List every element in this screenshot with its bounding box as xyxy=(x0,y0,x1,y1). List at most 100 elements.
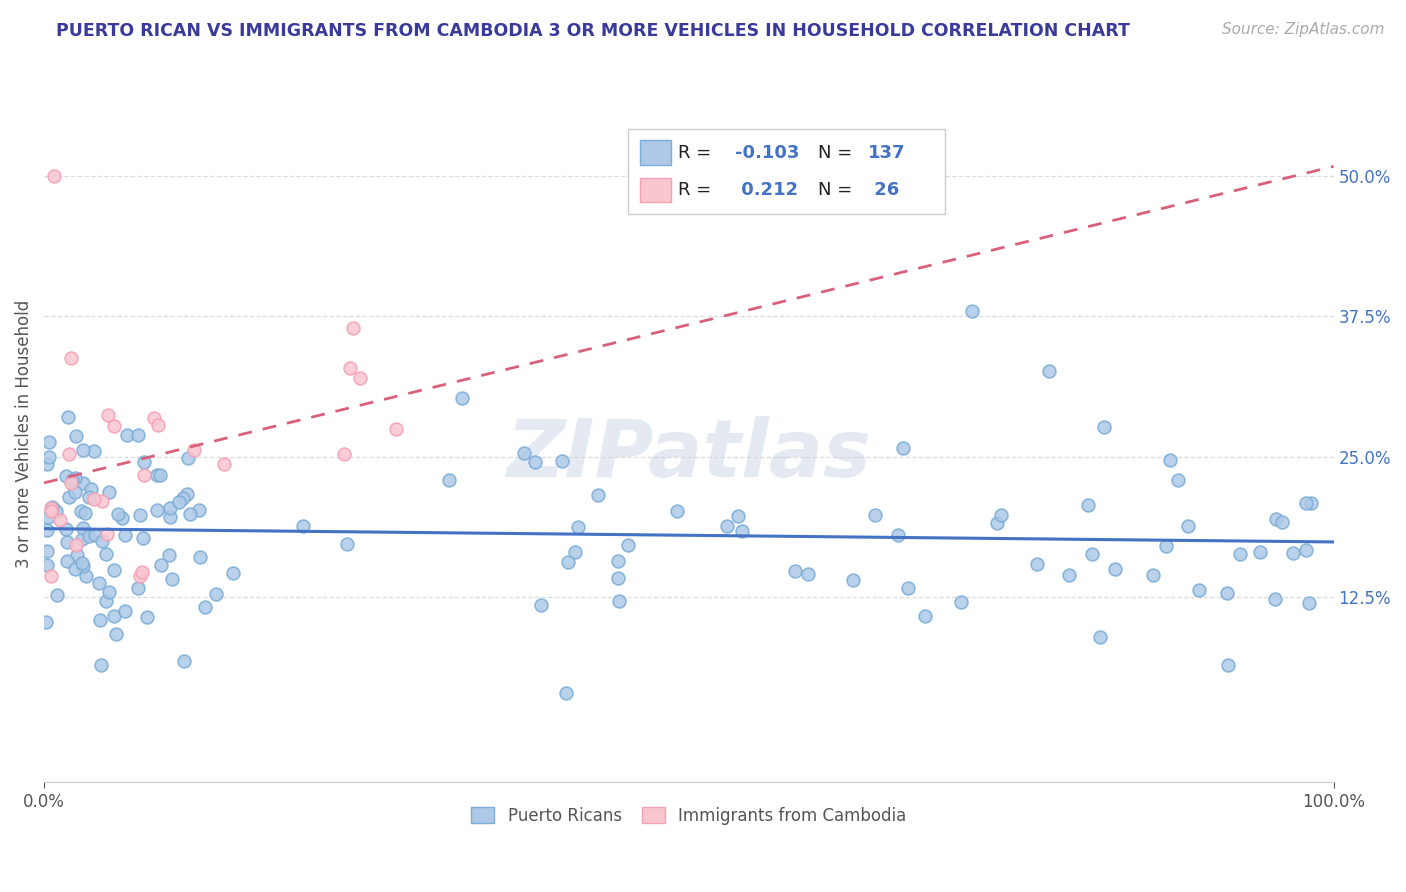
Point xyxy=(176,487,198,501)
Point xyxy=(1216,586,1239,600)
Point xyxy=(94,547,117,561)
Point xyxy=(49,513,72,527)
Point xyxy=(35,523,58,537)
Point xyxy=(1104,561,1126,575)
Point xyxy=(131,566,153,580)
Point xyxy=(188,550,211,565)
Point xyxy=(588,488,610,502)
Text: R =: R = xyxy=(678,144,711,161)
Point xyxy=(103,563,125,577)
Point xyxy=(128,569,150,583)
Point xyxy=(105,627,128,641)
Point xyxy=(77,529,100,543)
Point xyxy=(617,537,640,551)
Point xyxy=(1159,453,1181,467)
Point xyxy=(1229,547,1251,561)
Point xyxy=(1026,557,1049,571)
Point xyxy=(222,566,245,580)
Point xyxy=(132,531,155,545)
Point xyxy=(72,476,94,491)
Point xyxy=(58,490,80,504)
Point xyxy=(63,471,86,485)
Point xyxy=(606,571,628,585)
Point xyxy=(83,492,105,507)
Point xyxy=(339,360,361,375)
Point xyxy=(887,527,910,541)
Point xyxy=(730,524,752,538)
Point xyxy=(797,567,820,582)
Point xyxy=(1282,546,1305,560)
Text: R =: R = xyxy=(678,181,711,199)
Point xyxy=(159,548,181,562)
Point xyxy=(187,503,209,517)
Point xyxy=(1090,630,1112,644)
Point xyxy=(1167,473,1189,487)
Point xyxy=(990,508,1012,522)
Point xyxy=(72,442,94,457)
Point xyxy=(110,510,132,524)
Point xyxy=(83,527,105,541)
Point xyxy=(159,500,181,515)
Point xyxy=(1249,545,1271,559)
Point xyxy=(96,593,118,607)
Point xyxy=(97,585,120,599)
Point xyxy=(385,422,408,436)
Point xyxy=(1264,592,1286,607)
Point xyxy=(114,604,136,618)
Point xyxy=(87,576,110,591)
Point xyxy=(44,169,66,183)
Text: -0.103: -0.103 xyxy=(735,144,800,161)
Point xyxy=(39,500,62,515)
Point xyxy=(75,569,97,583)
Point xyxy=(897,581,920,595)
Text: N =: N = xyxy=(818,144,852,161)
Point xyxy=(72,556,94,570)
Point xyxy=(1216,657,1239,672)
Point xyxy=(172,491,194,505)
Point xyxy=(70,532,93,546)
Point xyxy=(1038,364,1060,378)
Point xyxy=(132,468,155,483)
Point xyxy=(39,504,62,518)
Point xyxy=(90,658,112,673)
Point xyxy=(150,558,173,572)
Point xyxy=(727,509,749,524)
Point xyxy=(607,594,630,608)
Point xyxy=(564,545,586,559)
Point xyxy=(557,555,579,569)
Point xyxy=(194,600,217,615)
Point xyxy=(1092,420,1115,434)
Point xyxy=(97,408,120,422)
Point xyxy=(1081,547,1104,561)
Point xyxy=(91,534,114,549)
Point xyxy=(183,443,205,458)
Point xyxy=(69,504,91,518)
Point xyxy=(142,410,165,425)
Point xyxy=(1077,499,1099,513)
Point xyxy=(103,608,125,623)
Point xyxy=(58,447,80,461)
Point xyxy=(567,520,589,534)
Point xyxy=(1295,496,1317,510)
Point xyxy=(127,428,149,442)
Point xyxy=(80,482,103,496)
Point xyxy=(77,490,100,504)
Point xyxy=(46,588,69,602)
Point xyxy=(291,519,314,533)
Text: 137: 137 xyxy=(868,144,905,161)
Point xyxy=(115,428,138,442)
Point xyxy=(950,595,973,609)
Point xyxy=(136,610,159,624)
Point xyxy=(72,521,94,535)
Point xyxy=(146,468,169,483)
Text: ZIPatlas: ZIPatlas xyxy=(506,417,872,494)
Point xyxy=(45,503,67,517)
Point xyxy=(96,527,118,541)
Text: 26: 26 xyxy=(868,181,898,199)
Point xyxy=(336,537,359,551)
Text: Source: ZipAtlas.com: Source: ZipAtlas.com xyxy=(1222,22,1385,37)
Point xyxy=(437,473,460,487)
Point xyxy=(149,468,172,483)
Point xyxy=(63,562,86,576)
Point xyxy=(60,351,83,365)
